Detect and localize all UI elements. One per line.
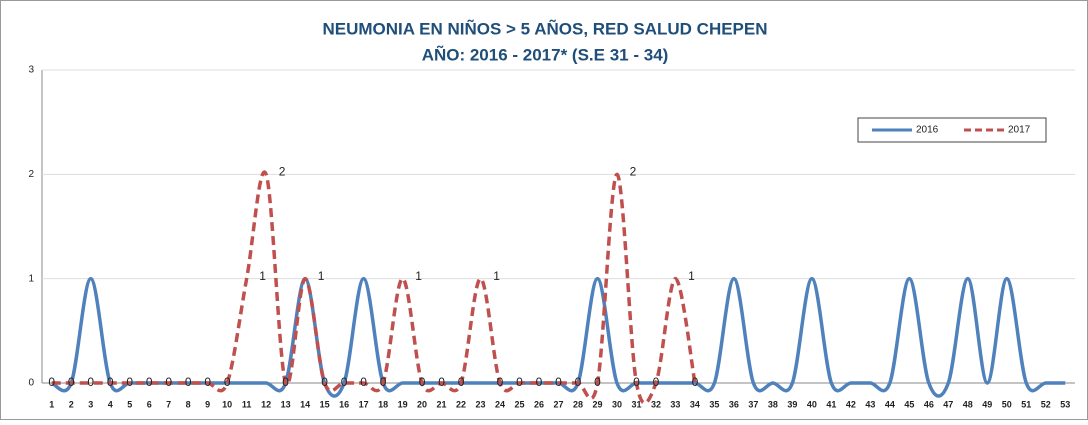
x-tick-label: 44	[885, 399, 895, 409]
x-tick-label: 30	[612, 399, 622, 409]
chart-title: NEUMONIA EN NIÑOS > 5 AÑOS, RED SALUD CH…	[322, 18, 767, 38]
x-tick-label: 20	[417, 399, 427, 409]
data-label: 0	[48, 375, 55, 389]
x-tick-label: 31	[631, 399, 641, 409]
x-tick-label: 22	[456, 399, 466, 409]
x-tick-label: 8	[186, 399, 191, 409]
data-label: 0	[68, 375, 75, 389]
x-tick-label: 34	[690, 399, 700, 409]
x-tick-label: 50	[1002, 399, 1012, 409]
data-label: 2	[630, 165, 637, 179]
data-label: 1	[688, 269, 695, 283]
x-tick-label: 7	[166, 399, 171, 409]
x-tick-label: 38	[768, 399, 778, 409]
x-tick-label: 46	[924, 399, 934, 409]
x-tick-label: 12	[261, 399, 271, 409]
x-tick-label: 45	[904, 399, 914, 409]
x-tick-label: 3	[88, 399, 93, 409]
x-tick-label: 10	[222, 399, 232, 409]
x-tick-label: 43	[865, 399, 875, 409]
data-label: 0	[594, 375, 601, 389]
x-tick-label: 35	[709, 399, 719, 409]
data-label: 0	[185, 375, 192, 389]
data-label: 0	[224, 375, 231, 389]
y-tick-label: 2	[28, 169, 34, 180]
data-label: 0	[341, 375, 348, 389]
data-label: 0	[107, 375, 114, 389]
data-label: 1	[415, 269, 422, 283]
x-tick-label: 48	[963, 399, 973, 409]
x-tick-label: 27	[553, 399, 563, 409]
x-tick-label: 9	[205, 399, 210, 409]
data-label: 0	[165, 375, 172, 389]
x-tick-label: 32	[651, 399, 661, 409]
x-tick-label: 52	[1041, 399, 1051, 409]
x-tick-label: 18	[378, 399, 388, 409]
data-label: 0	[87, 375, 94, 389]
x-tick-label: 11	[242, 399, 252, 409]
x-tick-label: 23	[476, 399, 486, 409]
data-label: 0	[419, 375, 426, 389]
x-tick-label: 47	[943, 399, 953, 409]
x-tick-label: 36	[729, 399, 739, 409]
data-label: 0	[360, 375, 367, 389]
x-tick-label: 21	[437, 399, 447, 409]
data-label: 0	[458, 375, 465, 389]
x-tick-label: 14	[300, 399, 310, 409]
data-label: 0	[497, 375, 504, 389]
data-label: 1	[318, 269, 325, 283]
y-tick-label: 3	[28, 65, 34, 76]
data-label: 1	[493, 269, 500, 283]
x-tick-label: 17	[359, 399, 369, 409]
x-tick-label: 49	[982, 399, 992, 409]
data-label: 0	[555, 375, 562, 389]
chart-subtitle: AÑO: 2016 - 2017* (S.E 31 - 34)	[422, 44, 669, 64]
x-tick-label: 4	[108, 399, 113, 409]
x-tick-label: 19	[398, 399, 408, 409]
x-tick-label: 29	[592, 399, 602, 409]
x-tick-label: 25	[515, 399, 525, 409]
y-tick-label: 0	[28, 378, 34, 389]
data-label: 0	[653, 375, 660, 389]
x-tick-label: 51	[1021, 399, 1031, 409]
x-tick-label: 15	[320, 399, 330, 409]
x-tick-label: 16	[339, 399, 349, 409]
data-label: 0	[204, 375, 211, 389]
data-label: 0	[321, 375, 328, 389]
legend-label: 2016	[916, 125, 939, 136]
x-tick-label: 13	[281, 399, 291, 409]
data-label: 0	[438, 375, 445, 389]
data-label: 0	[633, 375, 640, 389]
x-tick-label: 1	[49, 399, 54, 409]
series-line	[51, 170, 697, 405]
data-label: 0	[516, 375, 523, 389]
data-label: 1	[259, 269, 266, 283]
x-tick-label: 40	[807, 399, 817, 409]
x-tick-label: 26	[534, 399, 544, 409]
data-label: 2	[279, 165, 286, 179]
x-tick-label: 28	[573, 399, 583, 409]
x-tick-label: 41	[826, 399, 836, 409]
data-label: 0	[126, 375, 133, 389]
x-tick-label: 33	[670, 399, 680, 409]
x-tick-label: 37	[748, 399, 758, 409]
data-label: 0	[380, 375, 387, 389]
data-label: 0	[575, 375, 582, 389]
data-label: 0	[536, 375, 543, 389]
x-tick-label: 53	[1060, 399, 1070, 409]
x-tick-label: 39	[787, 399, 797, 409]
x-tick-label: 24	[495, 399, 505, 409]
data-label: 0	[282, 375, 289, 389]
x-tick-label: 2	[69, 399, 74, 409]
data-label: 0	[692, 375, 699, 389]
y-tick-label: 1	[28, 273, 34, 284]
x-tick-label: 6	[147, 399, 152, 409]
data-label: 0	[146, 375, 153, 389]
x-tick-label: 42	[846, 399, 856, 409]
legend-label: 2017	[1008, 125, 1031, 136]
x-tick-label: 5	[127, 399, 132, 409]
